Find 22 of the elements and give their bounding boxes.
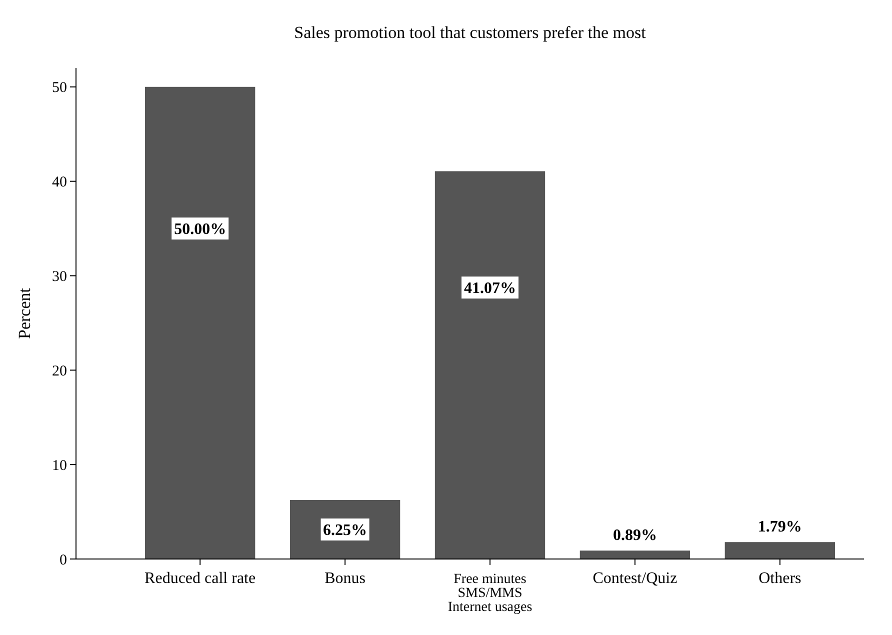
y-tick-label: 30: [52, 268, 67, 285]
y-axis-title: Percent: [15, 288, 34, 339]
bar: [144, 86, 256, 559]
data-label: 1.79%: [758, 518, 802, 536]
x-tick-label: Contest/Quiz: [592, 570, 678, 587]
x-tick-label: Reduced call rate: [144, 570, 256, 587]
data-label: 41.07%: [464, 280, 516, 298]
bar: [724, 542, 836, 559]
data-label: 6.25%: [323, 522, 368, 540]
x-tick-label: Bonus: [324, 570, 366, 587]
data-label: 0.89%: [612, 527, 657, 544]
bar: [580, 550, 690, 559]
x-tick-label: Others: [758, 570, 802, 587]
data-label: 50.00%: [174, 221, 226, 238]
y-tick-label: 20: [52, 363, 67, 380]
x-tick-label: Free minutes SMS/MMS Internet usages: [448, 572, 532, 615]
y-tick-label: 40: [52, 174, 67, 191]
bar: [434, 171, 546, 559]
y-tick-label: 10: [52, 458, 67, 474]
y-tick-label: 50: [52, 80, 67, 96]
y-tick-label: 0: [60, 552, 67, 568]
chart-title: Sales promotion tool that customers prefer the most: [294, 23, 646, 42]
